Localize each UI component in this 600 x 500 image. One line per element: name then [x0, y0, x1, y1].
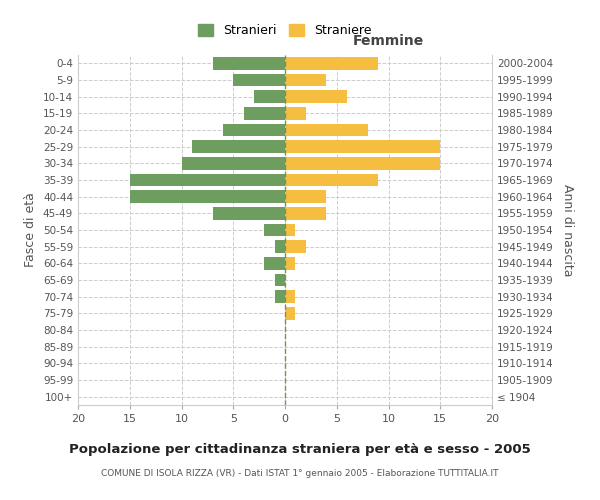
Bar — [285, 174, 378, 186]
Bar — [233, 74, 285, 86]
Bar — [212, 207, 285, 220]
Bar — [212, 57, 285, 70]
Text: Popolazione per cittadinanza straniera per età e sesso - 2005: Popolazione per cittadinanza straniera p… — [69, 442, 531, 456]
Bar — [275, 274, 285, 286]
Bar — [285, 307, 295, 320]
Bar — [265, 224, 285, 236]
Bar — [244, 107, 285, 120]
Bar — [275, 240, 285, 253]
Y-axis label: Anni di nascita: Anni di nascita — [560, 184, 574, 276]
Bar — [192, 140, 285, 153]
Text: Femmine: Femmine — [353, 34, 424, 48]
Bar — [130, 190, 285, 203]
Bar — [223, 124, 285, 136]
Bar — [285, 240, 306, 253]
Bar — [285, 257, 295, 270]
Bar — [265, 257, 285, 270]
Bar — [285, 107, 306, 120]
Y-axis label: Fasce di età: Fasce di età — [25, 192, 37, 268]
Bar — [285, 124, 368, 136]
Bar — [275, 290, 285, 303]
Bar — [285, 290, 295, 303]
Bar — [285, 190, 326, 203]
Bar — [285, 157, 440, 170]
Bar — [285, 207, 326, 220]
Bar — [130, 174, 285, 186]
Bar — [285, 224, 295, 236]
Bar — [285, 74, 326, 86]
Bar — [285, 140, 440, 153]
Bar — [285, 57, 378, 70]
Bar — [285, 90, 347, 103]
Bar — [182, 157, 285, 170]
Text: COMUNE DI ISOLA RIZZA (VR) - Dati ISTAT 1° gennaio 2005 - Elaborazione TUTTITALI: COMUNE DI ISOLA RIZZA (VR) - Dati ISTAT … — [101, 468, 499, 477]
Legend: Stranieri, Straniere: Stranieri, Straniere — [193, 19, 377, 42]
Bar — [254, 90, 285, 103]
